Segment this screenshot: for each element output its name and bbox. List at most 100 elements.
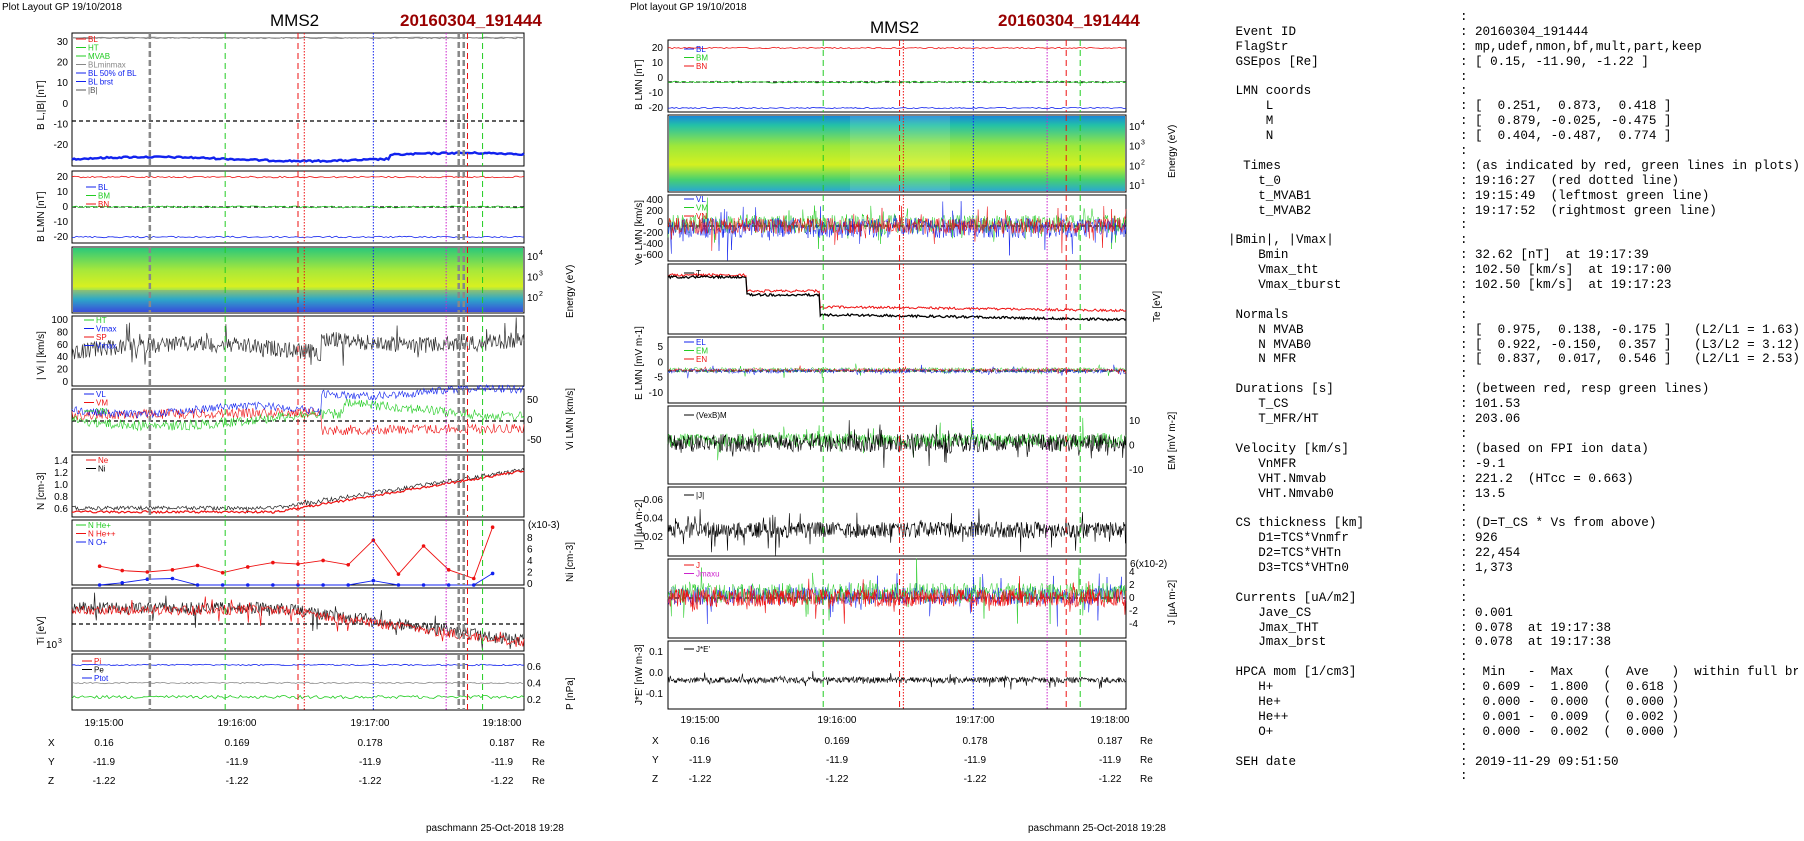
info-value <box>1475 427 1798 442</box>
info-colon: : <box>1460 69 1468 84</box>
left-position-table: X 0.16 0.169 0.178 0.187 Re Y -11.9 -11.… <box>48 738 545 787</box>
right-ve-tick-2: 200 <box>646 206 663 217</box>
info-value: 0.000 - 0.000 ( 0.000 ) <box>1475 694 1680 709</box>
left-p-tick-3: 0.2 <box>527 695 541 706</box>
right-jl-ylabel: J [µA m-2] <box>1167 580 1178 625</box>
info-colon: : <box>1460 560 1468 575</box>
info-value: 32.62 [nT] at 19:17:39 <box>1475 248 1649 263</box>
info-row: t_MVAB2:19:17:52 (rightmost green line) <box>1228 204 1798 219</box>
info-key: H+ <box>1228 680 1274 695</box>
right-jl-legend-label-2: Jmaxu <box>696 570 720 579</box>
info-colon: : <box>1460 516 1468 531</box>
left-pos-y-1: -11.9 <box>93 757 115 768</box>
right-pos-y-unit: Re <box>1140 755 1153 766</box>
info-row: Jmax_THT:0.078 at 19:17:38 <box>1228 621 1798 636</box>
left-pos-z-3: -1.22 <box>359 776 382 787</box>
info-row: : <box>1228 427 1798 442</box>
left-n-tick-4: 0.8 <box>54 492 68 503</box>
left-energy-tick-2: 10 <box>527 273 539 284</box>
info-colon: : <box>1460 54 1468 69</box>
right-e-legend-label-2: EM <box>696 347 708 356</box>
right-energy-tick-1: 10 <box>1129 122 1141 133</box>
left-trace-vm <box>71 399 525 432</box>
right-trace-bm <box>667 80 1127 84</box>
right-trace-te-red <box>667 272 1127 313</box>
info-colon: : <box>1460 84 1468 99</box>
info-row: H+: 0.609 - 1.800 ( 0.618 ) <box>1228 680 1798 695</box>
right-header: Plot layout GP 19/10/2018 <box>630 2 747 13</box>
info-value: 2019-11-29 09:51:50 <box>1475 754 1619 769</box>
right-panel-frames <box>667 39 1127 710</box>
info-value: (based on FPI ion data) <box>1475 441 1649 456</box>
left-pos-y-2: -11.9 <box>226 757 248 768</box>
right-trace-ve-n <box>667 201 1127 261</box>
info-key <box>1228 10 1460 25</box>
info-row: : <box>1228 576 1798 591</box>
info-value: (D=T_CS * Vs from above) <box>1475 516 1657 531</box>
info-key <box>1228 650 1460 665</box>
right-je-tick-1: 0.1 <box>649 647 663 658</box>
info-colon: : <box>1460 352 1468 367</box>
info-row: Times: (as indicated by red, green lines … <box>1228 159 1798 174</box>
info-value: 0.001 <box>1475 605 1513 620</box>
right-time-axis: 19:15:00 19:16:00 19:17:00 19:18:00 <box>681 715 1130 726</box>
info-colon: : <box>1460 441 1468 456</box>
left-pos-y-4: -11.9 <box>491 757 513 768</box>
hpca-line-heplusplus <box>99 527 494 580</box>
info-colon: : <box>1460 426 1468 441</box>
info-row: N MVAB: [ 0.975, 0.138, -0.175 ] (L2/L1 =… <box>1228 323 1798 338</box>
right-e-tick-3: -5 <box>654 373 663 384</box>
info-value: 102.50 [km/s] at 19:17:23 <box>1475 278 1672 293</box>
right-pos-z-3: -1.22 <box>964 774 987 785</box>
right-b-ylabel: B LMN [nT] <box>634 59 645 110</box>
right-je-tick-3: -0.1 <box>646 689 664 700</box>
info-key: Currents [uA/m2] <box>1228 590 1357 605</box>
left-pos-x-2: 0.169 <box>224 738 249 749</box>
info-key: t_MVAB1 <box>1228 188 1312 203</box>
right-energy-tick-exp-3: 2 <box>1141 159 1145 166</box>
info-value <box>1475 576 1798 591</box>
info-row: SEH date:2019-11-29 09:51:50 <box>1228 755 1798 770</box>
left-spacecraft: MMS2 <box>270 11 319 30</box>
right-trace-te <box>667 274 1127 322</box>
left-blmn-tick-2: 10 <box>57 187 69 198</box>
info-colon: : <box>1460 307 1468 322</box>
left-b-tick-3: 10 <box>57 78 69 89</box>
info-key: D3=TCS*VHTn0 <box>1228 560 1349 575</box>
info-key: Jave_CS <box>1228 605 1312 620</box>
info-value <box>1475 10 1798 25</box>
left-blmn-tick-1: 20 <box>57 172 69 183</box>
left-nh-legend-label-3: N O+ <box>88 538 107 547</box>
right-panel-e <box>667 336 1127 404</box>
left-trace-bl <box>71 151 525 164</box>
right-trace-bn <box>667 106 1127 110</box>
info-colon: : <box>1460 24 1468 39</box>
info-row: Vmax_tburst:102.50 [km/s] at 19:17:23 <box>1228 278 1798 293</box>
info-row: GSEpos [Re]: [ 0.15, -11.90, -1.22 ] <box>1228 55 1798 70</box>
info-row: Jave_CS:0.001 <box>1228 606 1798 621</box>
info-key: VnMFR <box>1228 456 1297 471</box>
info-colon: : <box>1460 144 1468 159</box>
right-ve-tick-3: 0 <box>657 217 663 228</box>
info-colon: : <box>1460 10 1468 24</box>
info-key: D2=TCS*VHTn <box>1228 546 1342 561</box>
right-pos-x-4: 0.187 <box>1097 736 1122 747</box>
right-pos-y-4: -11.9 <box>1099 755 1121 766</box>
left-p-legend-label-2: Pe <box>94 666 104 675</box>
left-b-legend-label-3: MVAB <box>88 52 110 61</box>
left-trace-vn <box>71 383 525 419</box>
info-key: N <box>1228 129 1274 144</box>
right-j-tick-3: 0.02 <box>644 532 664 543</box>
right-pos-y-1: -11.9 <box>689 755 711 766</box>
info-value: 0.609 - 1.800 ( 0.618 ) <box>1475 680 1680 695</box>
info-row: VnMFR: -9.1 <box>1228 457 1798 472</box>
info-row: FlagStr: mp,udef,nmon,bf,mult,part,keep <box>1228 40 1798 55</box>
right-ve-legend-label-1: VL <box>696 195 706 204</box>
info-key: N MFR <box>1228 352 1297 367</box>
info-row: T_MFR/HT:203.06 <box>1228 412 1798 427</box>
left-vabs-tick-5: 20 <box>57 365 69 376</box>
right-pos-x-unit: Re <box>1140 736 1153 747</box>
right-ve-tick-5: -400 <box>643 239 663 250</box>
left-b-legend-label-6: BL brst <box>88 78 114 87</box>
right-trace-jm <box>667 558 1127 625</box>
